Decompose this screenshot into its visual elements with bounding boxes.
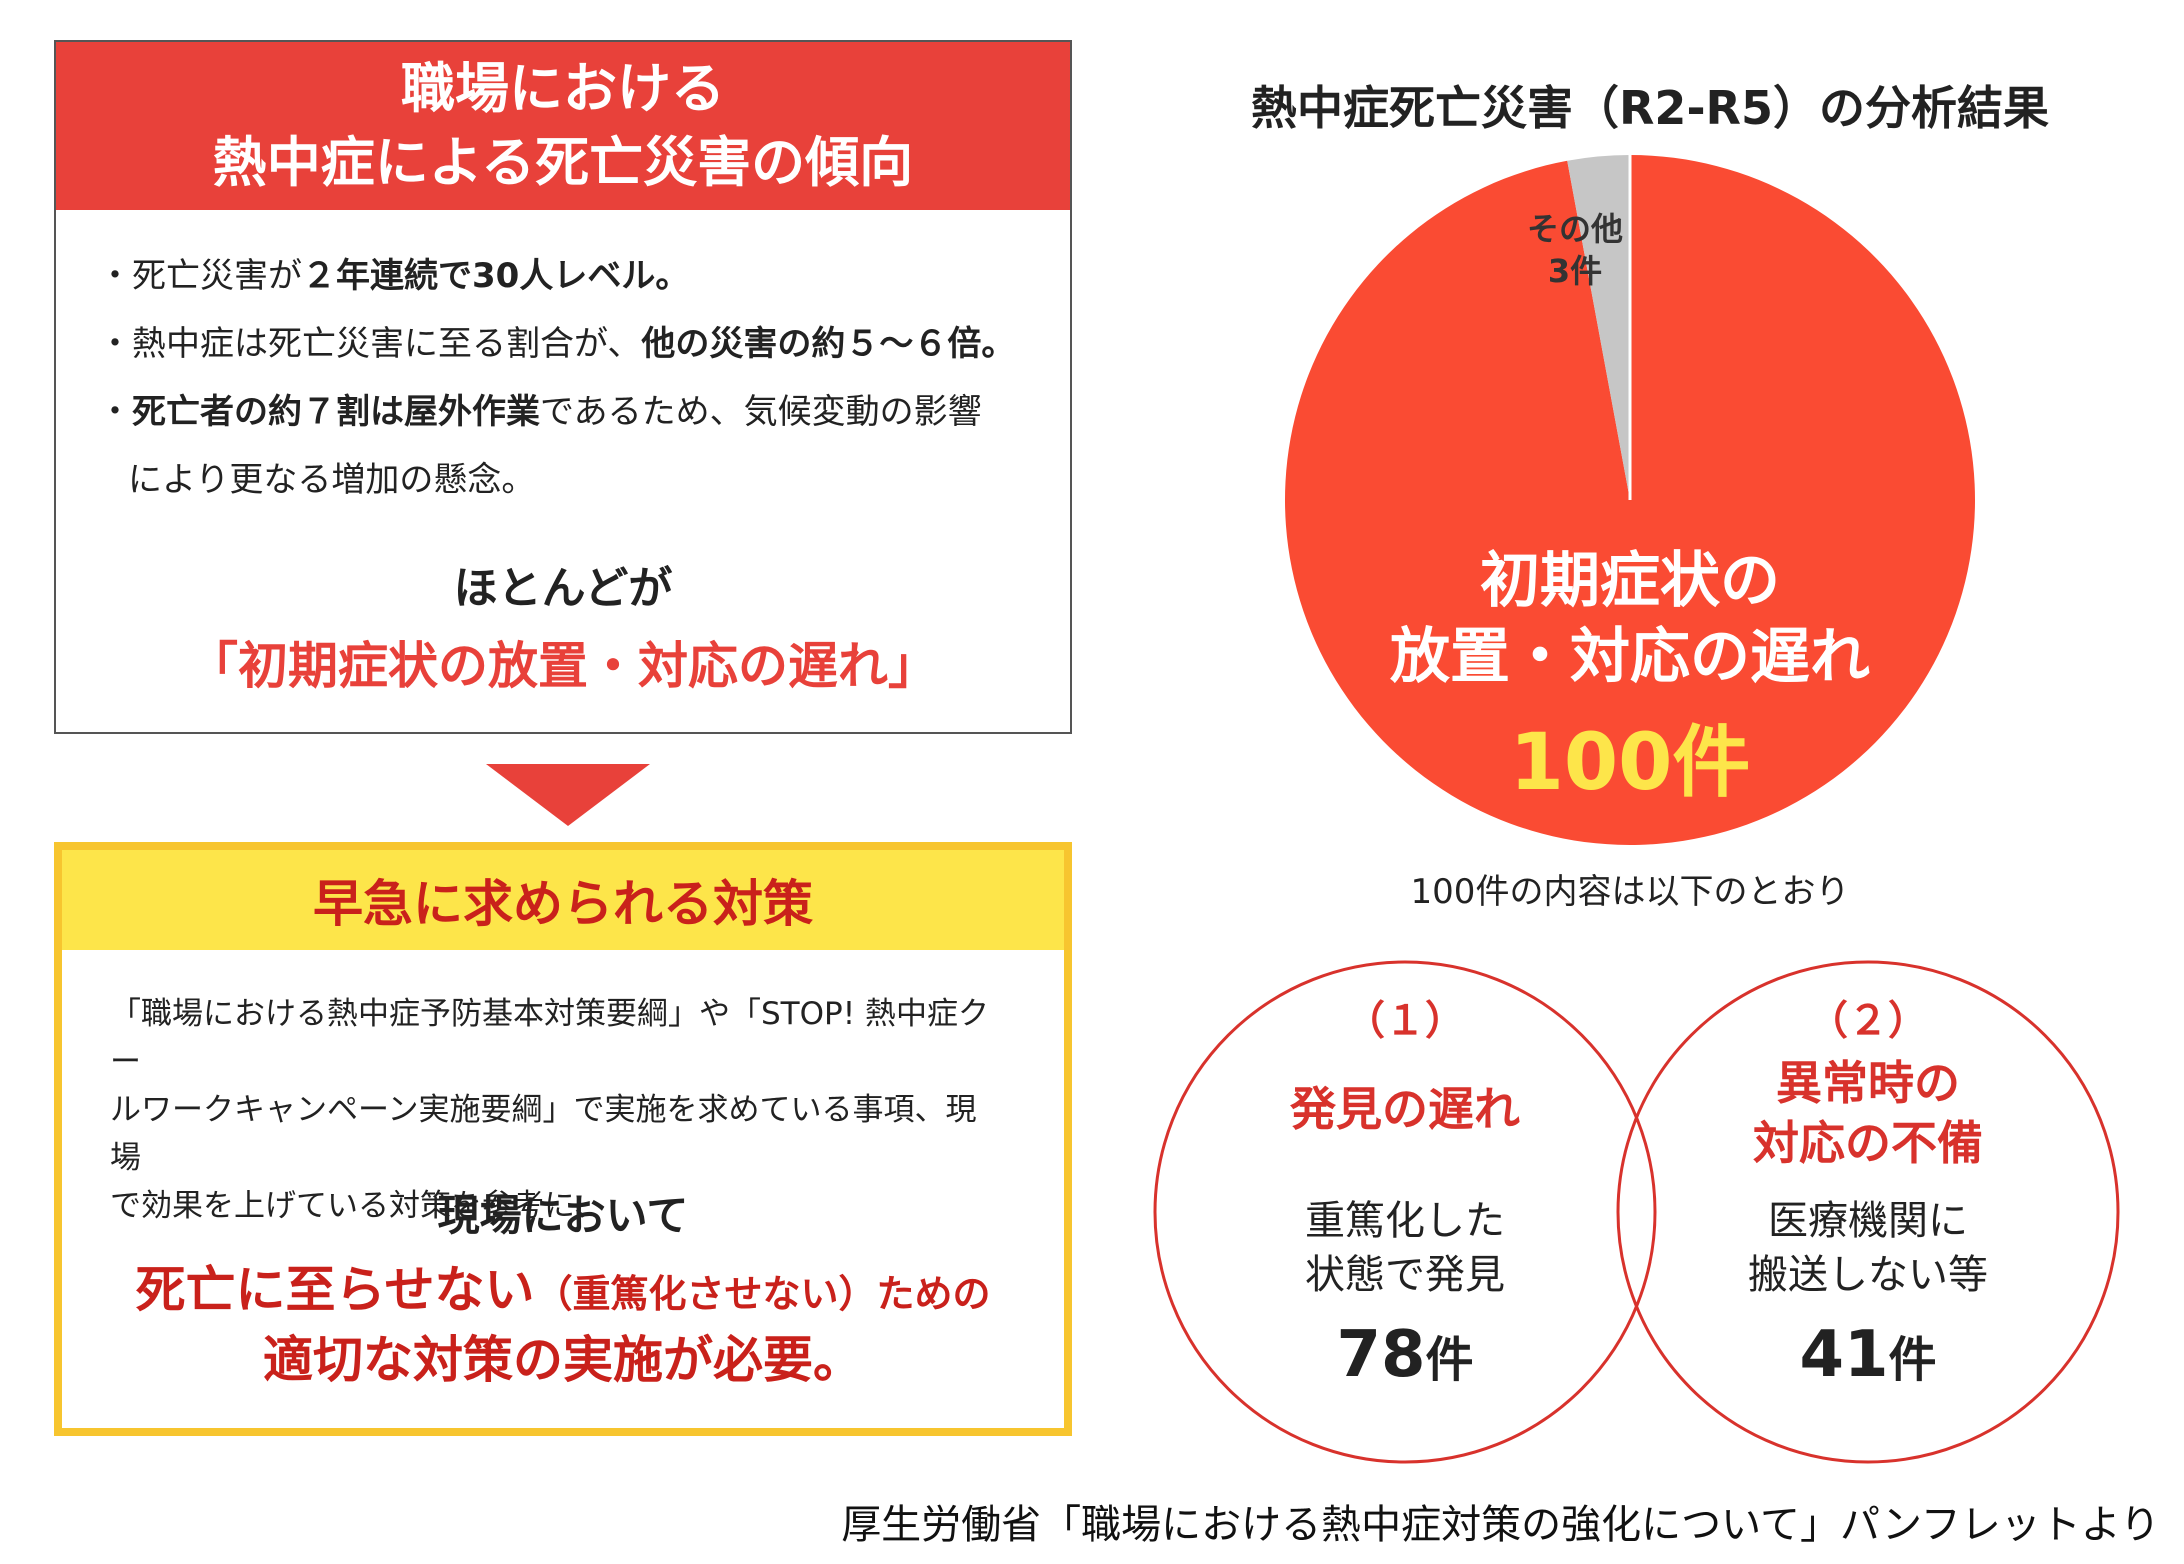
breakdown-2-desc: 医療機関に [1768,1198,1968,1244]
pie-main-label: 初期症状の [1480,546,1780,616]
down-arrow-icon [486,764,650,826]
bullet-text: ・熱中症は死亡災害に至る割合が、 [98,324,642,364]
breakdown-2-number: （２） [1808,998,1928,1044]
measures-body-line: ルワークキャンペーン実施要綱」で実施を求めている事項、現場 [110,1092,977,1176]
bullet-text: により更なる増加の懸念。 [128,460,536,500]
measures-local: 現場において [437,1191,689,1240]
trend-title-line1: 職場における [401,57,725,120]
bullet-bold: 死亡者の約７割は屋外作業 [132,392,540,432]
venn-diagram [1153,960,2120,1464]
breakdown-2-heading: 対応の不備 [1753,1116,1983,1170]
pie-chart [1285,155,1975,845]
trend-title-line2: 熱中症による死亡災害の傾向 [212,131,914,194]
pie-main-label: 放置・対応の遅れ [1390,622,1870,692]
breakdown-1-desc: 状態で発見 [1305,1252,1505,1298]
count-unit: 件 [1888,1332,1937,1388]
trend-conclusion-lead: ほとんどが [453,563,673,614]
breakdown-1-heading: 発見の遅れ [1290,1082,1520,1136]
breakdown-2-desc: 搬送しない等 [1748,1252,1988,1298]
breakdown-1-count: 78件 [1205,1318,1605,1392]
breakdown-1-desc: 重篤化した [1305,1198,1505,1244]
measures-body: 「職場における熱中症予防基本対策要綱」や「STOP! 熱中症クー ルワークキャン… [110,990,990,1230]
pie-other-label: その他 [1526,210,1623,248]
venn-circle-2 [1616,960,2120,1464]
measures-body-line: で効果を上げている対策を参考に、 [110,1188,606,1224]
count-value: 78 [1336,1318,1426,1392]
breakdown-caption: 100件の内容は以下のとおり [1410,872,1850,912]
trend-bullet-2: ・熱中症は死亡災害に至る割合が、他の災害の約５～６倍。 [98,324,1015,364]
trend-bullet-3-continued: により更なる増加の懸念。 [128,460,535,500]
venn-circle-1 [1153,960,1657,1464]
measures-title: 早急に求められる対策 [62,850,1064,950]
need-text-paren: （重篤化させない） [534,1272,877,1316]
count-unit: 件 [1425,1332,1474,1388]
need-text: 死亡に至らせない [135,1261,535,1319]
bullet-text: ・死亡災害が [98,256,302,296]
trend-bullet-1: ・死亡災害が２年連続で30人レベル。 [98,256,689,296]
bullet-text: ・ [98,392,132,432]
pie-slice-other [1567,155,1630,500]
need-text: ための [876,1272,991,1316]
pie-main-value-label: 100件 [1509,718,1751,808]
bullet-bold: 他の災害の約５～６倍。 [641,324,1016,364]
bullet-bold: ２年連続で30人レベル。 [302,256,690,296]
breakdown-2-count: 41件 [1668,1318,2068,1392]
trend-conclusion-highlight: 「初期症状の放置・対応の遅れ」 [188,637,938,695]
breakdown-2-heading: 異常時の [1776,1056,1960,1110]
pie-other-value-label: 3件 [1547,252,1603,290]
breakdown-1-number: （１） [1345,998,1465,1044]
measures-body-line: 「職場における熱中症予防基本対策要綱」や「STOP! 熱中症クー [110,996,989,1080]
source-note: 厚生労働省「職場における熱中症対策の強化について」パンフレットより [841,1502,2160,1548]
trend-box: 職場における 熱中症による死亡災害の傾向 ・死亡災害が２年連続で30人レベル。 … [54,40,1072,734]
trend-header: 職場における 熱中症による死亡災害の傾向 [56,42,1070,210]
chart-title: 熱中症死亡災害（R2-R5）の分析結果 [1251,81,2049,135]
measures-need-line1: 死亡に至らせない（重篤化させない）ための [62,1250,1064,1322]
count-value: 41 [1799,1318,1889,1392]
measures-need-line2: 適切な対策の実施が必要。 [263,1331,863,1389]
measures-box: 早急に求められる対策 「職場における熱中症予防基本対策要綱」や「STOP! 熱中… [54,842,1072,1436]
bullet-text: であるため、気候変動の影響 [540,392,982,432]
trend-bullet-3: ・死亡者の約７割は屋外作業であるため、気候変動の影響 [98,392,982,432]
